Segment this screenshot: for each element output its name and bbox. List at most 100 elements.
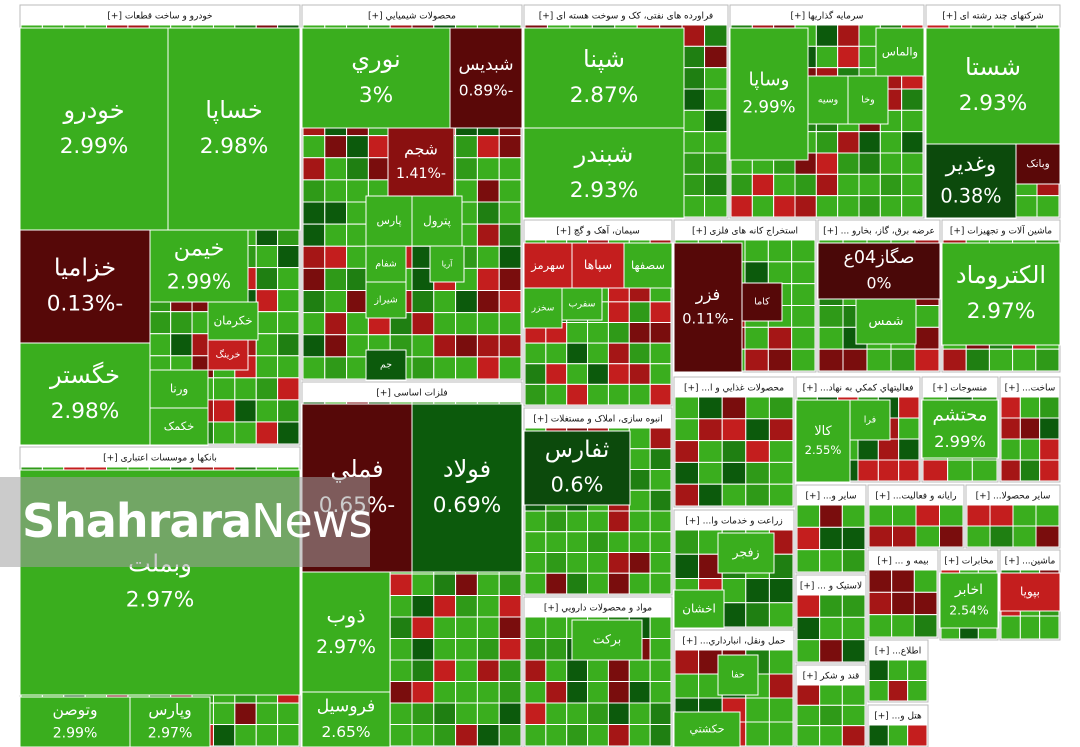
minor-tile [498,312,522,336]
minor-tile [674,396,700,420]
minor-tile [768,721,794,747]
minor-tile [524,342,547,365]
minor-tile [411,312,435,336]
sector-title: سایر محصولا... [+] [976,492,1051,502]
minor-tile [476,356,500,380]
minor-tile [649,616,672,639]
tile [429,245,465,283]
minor-tile [649,301,672,323]
tile-change: 2.98% [200,134,269,159]
minor-tile [841,704,866,727]
minor-tile [587,702,609,725]
minor-tile [730,195,753,218]
tile [795,399,851,483]
minor-tile [841,639,866,663]
minor-tile [389,681,413,704]
tile-name: خرينگ [216,349,241,361]
minor-tile [455,638,478,661]
minor-tile [837,45,860,69]
minor-tile [455,334,478,358]
sector-title: انبوه سازی، املاک و مستغلات [+] [533,414,662,425]
minor-tile [947,459,973,482]
tile-change: 2.98% [51,399,120,424]
tile [849,399,891,441]
watermark: ShahraraNews [22,494,371,548]
tile [19,342,151,446]
tile-change: 2.93% [959,91,1028,116]
tile-name: وغدير [945,152,997,177]
minor-tile [1000,438,1021,461]
minor-tile [433,638,457,661]
minor-tile [324,334,348,358]
minor-tile [628,510,651,533]
minor-tile [498,223,522,247]
minor-tile [255,289,279,313]
minor-tile [324,179,348,203]
minor-tile [277,399,300,423]
tile-name: خگستر [49,361,120,389]
minor-tile [1014,195,1038,218]
watermark-strong: Shahrara [22,494,251,548]
tile [19,696,131,747]
minor-tile [545,572,568,595]
minor-tile [989,504,1014,527]
minor-tile [411,290,435,314]
minor-tile [819,616,843,641]
minor-tile [566,724,589,747]
tile [129,696,211,747]
minor-tile [744,348,769,372]
minor-tile [498,157,522,181]
tile-name: حفا [731,670,745,681]
minor-tile [674,418,700,442]
tile-name: ثفارس [545,437,610,463]
minor-tile [302,312,326,336]
minor-tile [389,702,413,725]
sector-title: مخابرات [+] [944,557,993,567]
tile-change: 2.97% [126,588,195,613]
minor-tile [411,616,435,639]
minor-tile [901,109,924,133]
tile-name: سپاها [584,258,612,272]
minor-tile [819,639,843,663]
minor-tile [455,702,478,725]
minor-tile [721,602,747,628]
minor-tile [628,531,651,553]
minor-tile [791,261,816,285]
tile [847,75,889,125]
minor-tile [1019,417,1041,440]
minor-tile [455,312,478,336]
minor-tile [411,724,435,747]
minor-tile [524,363,547,385]
minor-tile [498,179,522,203]
tile [365,245,407,283]
minor-tile [649,681,672,704]
minor-tile [767,326,793,350]
minor-tile [868,569,893,593]
minor-tile [898,459,920,482]
sector: هتل و... [+] [867,704,929,747]
sector-title: محصولات شيميايي [+] [368,12,456,22]
minor-tile [628,552,651,574]
minor-tile [346,223,369,247]
sector-title: لاستيک و ... [+] [800,582,862,592]
tile-name: پترول [423,214,451,229]
minor-tile [819,704,843,727]
tile-name: خساپا [205,96,263,124]
minor-tile [698,396,723,420]
tile [939,572,999,629]
minor-tile [649,383,672,406]
minor-tile [1000,459,1021,482]
tile-change: 2.55% [805,443,842,457]
minor-tile [455,573,478,596]
minor-tile [566,659,589,682]
minor-tile [704,173,728,197]
minor-tile [566,681,589,704]
minor-tile [1019,459,1041,482]
minor-tile [607,510,630,533]
minor-tile [324,312,348,336]
tile-name: شبندر [574,140,634,168]
minor-tile [302,157,326,181]
minor-tile [796,704,821,727]
minor-tile [476,638,500,661]
minor-tile [767,348,793,372]
